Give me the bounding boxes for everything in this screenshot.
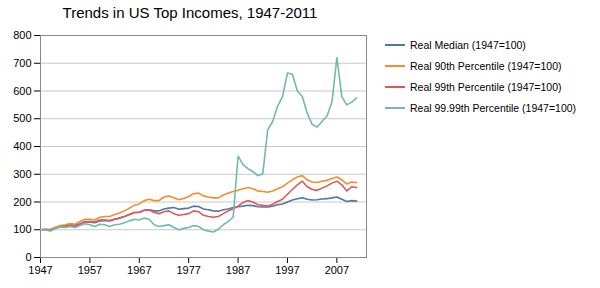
svg-text:100: 100 bbox=[13, 223, 31, 235]
svg-text:1977: 1977 bbox=[176, 264, 200, 276]
svg-text:700: 700 bbox=[13, 57, 31, 69]
html-text:Real 90th Percentile (1947=100: Real 90th Percentile (1947=100) bbox=[410, 60, 562, 72]
svg-text:1997: 1997 bbox=[275, 264, 299, 276]
svg-text:1957: 1957 bbox=[78, 264, 102, 276]
svg-text:1987: 1987 bbox=[226, 264, 250, 276]
html-text:Real Median (1947=100): Real Median (1947=100) bbox=[410, 39, 526, 51]
svg-text:200: 200 bbox=[13, 196, 31, 208]
svg-text:600: 600 bbox=[13, 85, 31, 97]
svg-text:0: 0 bbox=[25, 251, 31, 263]
svg-text:1947: 1947 bbox=[28, 264, 52, 276]
svg-text:300: 300 bbox=[13, 168, 31, 180]
svg-text:2007: 2007 bbox=[325, 264, 349, 276]
svg-text:400: 400 bbox=[13, 140, 31, 152]
svg-text:800: 800 bbox=[13, 29, 31, 41]
svg-text:500: 500 bbox=[13, 112, 31, 124]
html-text:Real 99th Percentile (1947=100: Real 99th Percentile (1947=100) bbox=[410, 81, 562, 93]
html-text:Real 99.99th Percentile (1947=: Real 99.99th Percentile (1947=100) bbox=[410, 102, 577, 114]
html-text:Trends in US Top Incomes, 1947: Trends in US Top Incomes, 1947-2011 bbox=[62, 4, 318, 21]
svg-text:1967: 1967 bbox=[127, 264, 151, 276]
